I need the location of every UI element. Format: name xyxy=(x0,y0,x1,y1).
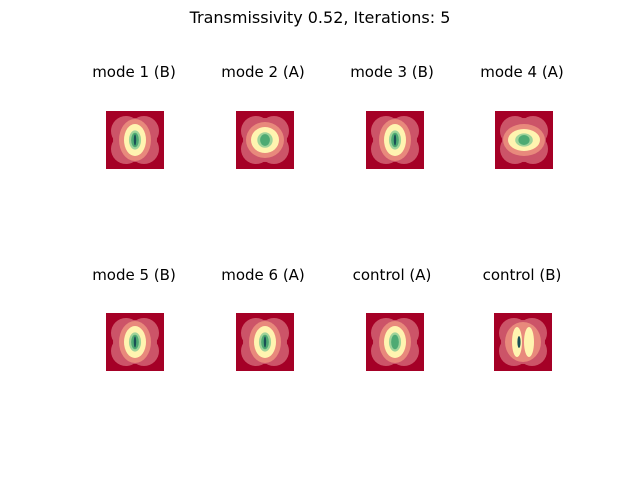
bright-lobe-left xyxy=(512,327,522,357)
panel-image-control-b xyxy=(494,313,552,371)
core-line xyxy=(133,336,137,348)
panel-image-mode-6 xyxy=(236,313,294,371)
panel-title-mode-1: mode 1 (B) xyxy=(92,63,176,81)
control-a-image xyxy=(366,313,424,371)
panel-image-mode-3 xyxy=(366,111,424,169)
core-line xyxy=(133,134,137,146)
panel-title-mode-3: mode 3 (B) xyxy=(350,63,434,81)
panel-title-mode-6: mode 6 (A) xyxy=(221,266,305,284)
mode-4-image xyxy=(495,111,553,169)
center-gap xyxy=(522,331,524,353)
core-region xyxy=(260,134,270,146)
panel-image-mode-4 xyxy=(495,111,553,169)
core-left xyxy=(517,336,521,348)
panel-image-control-a xyxy=(366,313,424,371)
bright-lobe-right xyxy=(524,327,534,357)
panel-title-mode-5: mode 5 (B) xyxy=(92,266,176,284)
mode-3-image xyxy=(366,111,424,169)
core-line xyxy=(393,134,397,146)
mode-5-image xyxy=(106,313,164,371)
core-line xyxy=(263,336,267,348)
mode-2-image xyxy=(236,111,294,169)
core-region xyxy=(518,135,530,145)
panel-title-mode-2: mode 2 (A) xyxy=(221,63,305,81)
panel-image-mode-1 xyxy=(106,111,164,169)
mode-1-image xyxy=(106,111,164,169)
figure-title: Transmissivity 0.52, Iterations: 5 xyxy=(189,8,451,27)
panel-image-mode-2 xyxy=(236,111,294,169)
mode-6-image xyxy=(236,313,294,371)
panel-image-mode-5 xyxy=(106,313,164,371)
core-region xyxy=(391,334,399,350)
panel-title-control-a: control (A) xyxy=(352,266,432,284)
control-b-image xyxy=(494,313,552,371)
panel-title-mode-4: mode 4 (A) xyxy=(480,63,564,81)
panel-title-control-b: control (B) xyxy=(482,266,562,284)
